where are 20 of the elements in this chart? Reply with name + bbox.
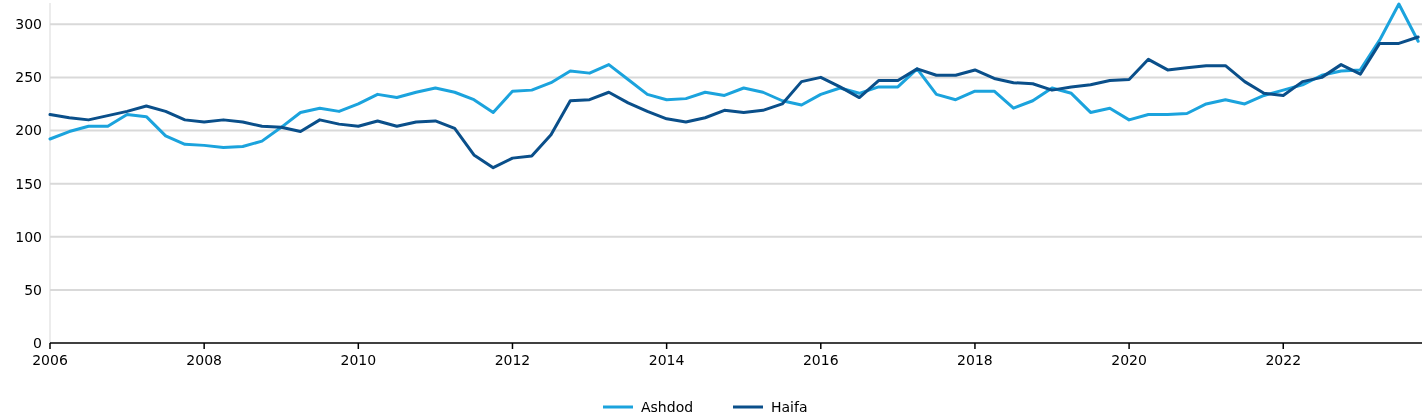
x-tick-label: 2016 (802, 352, 839, 368)
line-series (48, 2, 1420, 149)
y-tick-label: 50 (24, 281, 42, 298)
x-tick-label: 2020 (1111, 352, 1147, 368)
line-series (48, 35, 1420, 170)
legend-label: Haifa (771, 398, 808, 415)
y-tick-label: 0 (33, 334, 42, 351)
x-tick-label: 2006 (32, 352, 68, 368)
x-tick-label: 2008 (186, 352, 222, 368)
x-tick-label: 2018 (957, 352, 993, 368)
y-tick-label: 200 (15, 122, 42, 139)
y-tick-label: 150 (15, 175, 42, 192)
y-tick-label: 250 (15, 69, 42, 86)
x-tick-label: 2022 (1265, 352, 1302, 368)
y-tick-label: 300 (15, 16, 42, 33)
x-tick-label: 2010 (340, 352, 377, 368)
legend-label: Ashdod (641, 398, 694, 415)
x-tick-label: 2014 (648, 352, 685, 368)
x-tick-label: 2012 (494, 352, 531, 368)
y-tick-label: 100 (15, 228, 42, 245)
